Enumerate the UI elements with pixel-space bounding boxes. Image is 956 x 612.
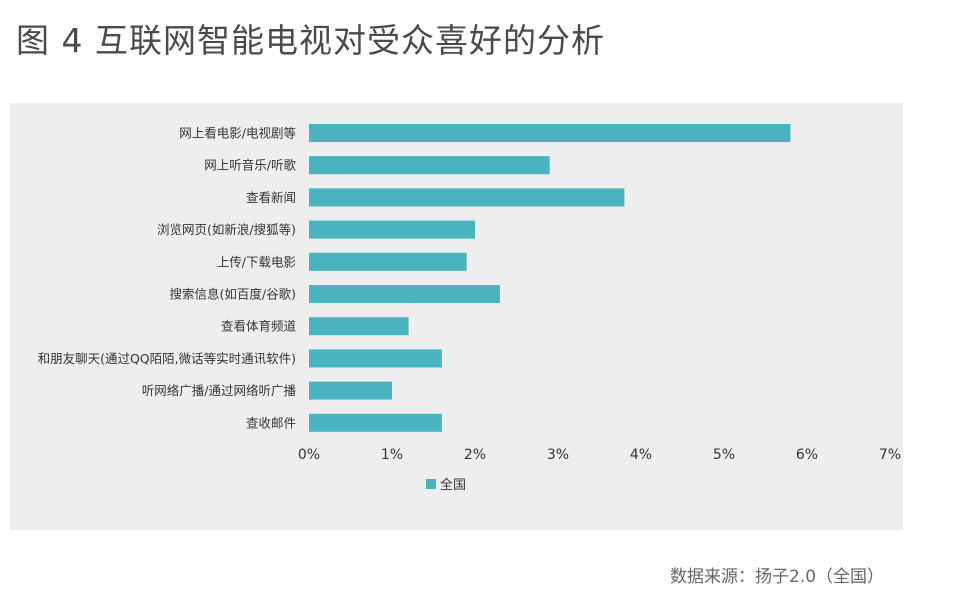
bar: [309, 124, 791, 142]
bar: [309, 156, 550, 175]
bar: [309, 188, 625, 207]
category-label: 查看体育频道: [221, 319, 297, 334]
bar: [309, 285, 500, 303]
x-tick-label: 7%: [879, 447, 901, 463]
category-label: 上传/下载电影: [217, 254, 297, 269]
x-tick-label: 6%: [796, 447, 818, 463]
category-label: 浏览网页(如新浪/搜狐等): [157, 222, 296, 237]
category-label: 网上听音乐/听歌: [204, 158, 296, 173]
legend-label: 全国: [440, 477, 466, 493]
legend-swatch: [426, 479, 436, 489]
category-label: 搜索信息(如百度/谷歌): [170, 287, 296, 302]
category-label: 听网络广播/通过网络听广播: [142, 383, 297, 398]
x-tick-label: 1%: [381, 447, 403, 463]
chart-panel: 网上看电影/电视剧等网上听音乐/听歌查看新闻浏览网页(如新浪/搜狐等) 上传/下载…: [10, 103, 903, 530]
bar: [309, 413, 442, 432]
category-label: 和朋友聊天(通过QQ陌陌,微话等实时通讯软件): [38, 351, 296, 366]
x-tick-label: 2%: [464, 447, 486, 463]
bar: [309, 349, 442, 368]
category-label: 网上看电影/电视剧等: [179, 126, 296, 141]
x-tick-label: 3%: [547, 447, 569, 463]
page-title: 图 4 互联网智能电视对受众喜好的分析: [16, 21, 605, 60]
x-tick-label: 5%: [713, 447, 735, 463]
category-label: 查收邮件: [246, 415, 296, 430]
x-tick-label: 0%: [298, 447, 320, 463]
bar: [309, 252, 467, 271]
bar: [309, 317, 409, 336]
x-tick-label: 4%: [630, 447, 652, 463]
bar: [309, 381, 392, 400]
bar: [309, 220, 475, 239]
category-label: 查看新闻: [246, 190, 296, 205]
data-source-note: 数据来源：扬子2.0（全国）: [670, 567, 885, 587]
